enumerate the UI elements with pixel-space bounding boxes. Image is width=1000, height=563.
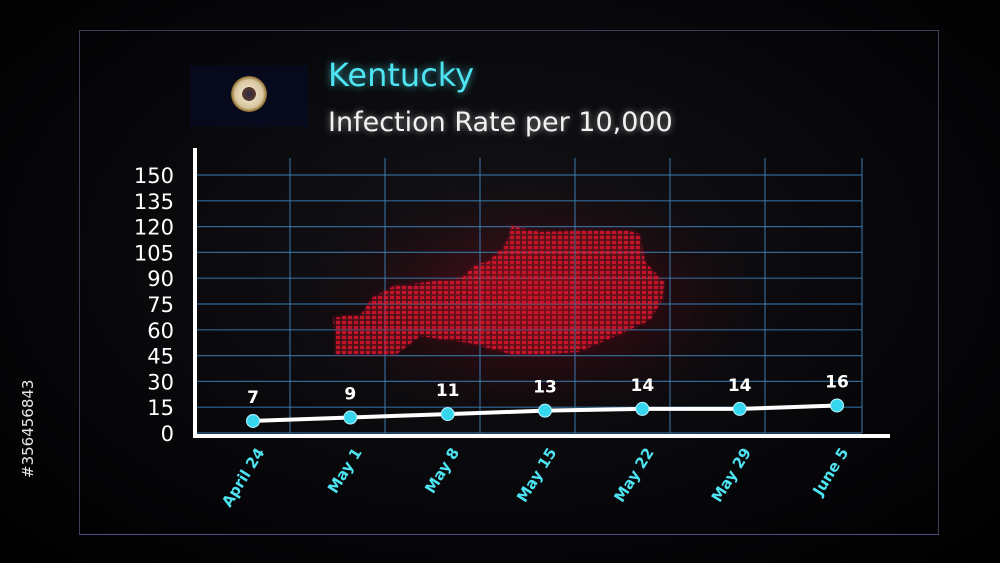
data-point	[830, 398, 844, 413]
stock-id-text: #356456843	[19, 380, 37, 478]
data-point	[440, 407, 455, 422]
data-point	[343, 410, 358, 425]
data-label: 11	[436, 381, 460, 401]
data-labels: 7 9 11 13 14 14 16	[247, 372, 849, 407]
y-tick-label: 45	[147, 345, 174, 369]
chart-title: Kentucky	[328, 56, 475, 94]
y-tick-label: 150	[134, 164, 174, 188]
x-tick-label: May 1	[324, 445, 366, 497]
chart-subtitle: Infection Rate per 10,000	[328, 107, 673, 138]
axes	[193, 148, 890, 438]
x-tick-label: June 5	[809, 445, 853, 500]
x-tick-labels: April 24 May 1 May 8 May 15 May 22 May 29 June…	[218, 445, 852, 511]
kentucky-map-shape	[333, 226, 664, 356]
data-label: 13	[533, 378, 557, 398]
y-tick-label: 75	[147, 293, 174, 317]
data-label: 9	[344, 385, 356, 405]
chart-border	[79, 30, 939, 535]
stock-id-watermark: #356456843	[19, 380, 37, 478]
grid-lines	[194, 158, 863, 434]
x-tick-label: April 24	[218, 445, 268, 511]
data-label: 16	[825, 372, 849, 392]
data-point	[732, 401, 747, 416]
y-tick-label: 60	[147, 319, 174, 343]
data-point	[635, 401, 650, 416]
y-tick-label: 90	[147, 267, 174, 291]
data-point	[246, 413, 260, 428]
y-tick-label: 30	[147, 370, 174, 394]
x-tick-label: May 8	[421, 445, 463, 497]
data-points	[246, 398, 844, 428]
data-label: 14	[630, 376, 654, 396]
data-point	[538, 403, 552, 418]
y-tick-label: 0	[161, 422, 174, 446]
data-label: 7	[247, 388, 259, 408]
x-tick-label: May 15	[513, 445, 560, 506]
y-tick-label: 105	[134, 241, 174, 265]
y-tick-label: 15	[147, 396, 174, 420]
seal-figures-icon	[241, 86, 257, 102]
y-tick-label: 135	[134, 190, 174, 214]
y-tick-label: 120	[134, 216, 174, 240]
x-tick-label: May 29	[708, 445, 755, 506]
x-tick-label: May 22	[610, 445, 657, 506]
data-label: 14	[728, 376, 752, 396]
